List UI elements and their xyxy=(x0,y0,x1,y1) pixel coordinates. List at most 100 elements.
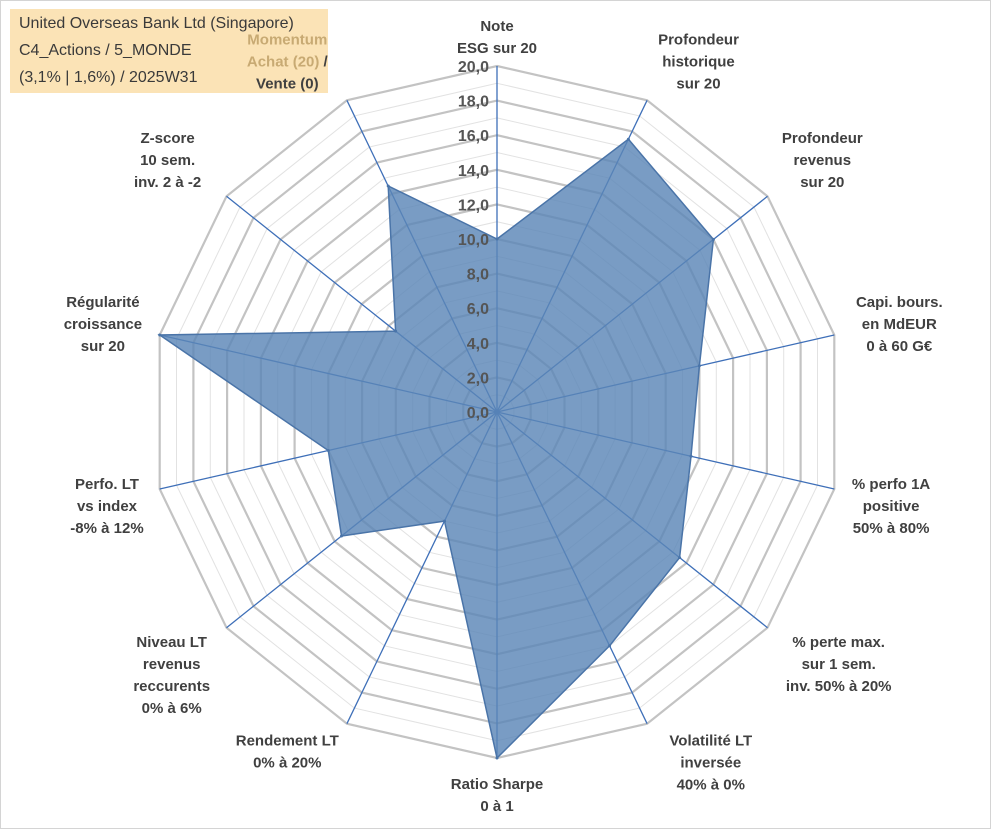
axis-label-line: Momentum xyxy=(247,31,327,48)
axis-label-word: reccurents xyxy=(133,678,210,695)
axis-label-line: inversée xyxy=(680,755,741,772)
axis-label-word: -2 xyxy=(184,174,202,191)
axis-label-word: sur xyxy=(802,656,826,673)
axis-label: Z-score 10 sem. inv. 2 à -2 xyxy=(134,130,201,191)
data-point xyxy=(495,237,499,241)
axis-label-word: (0) xyxy=(296,75,319,92)
r-tick-label: 4,0 xyxy=(467,336,489,353)
axis-label-word: % xyxy=(852,476,865,493)
axis-label-word: 80% xyxy=(895,520,929,537)
axis-label-line: 0 à 60 G€ xyxy=(866,338,933,355)
axis-label-line: en MdEUR xyxy=(862,316,937,333)
axis-label-word: inversée xyxy=(680,755,741,772)
r-tick-label: 10,0 xyxy=(458,232,489,249)
axis-label-word: positive xyxy=(863,498,920,515)
axis-label-word: Z-score xyxy=(141,130,195,147)
axis-label-line: -8% à 12% xyxy=(70,520,143,537)
info-line-category: C4_Actions / 5_MONDE xyxy=(19,42,192,59)
axis-label-line: sur 1 sem. xyxy=(802,656,876,673)
data-point xyxy=(626,137,630,141)
axis-label-word: 50% xyxy=(853,520,883,537)
axis-label-word: sur xyxy=(489,40,517,57)
axis-label-line: 0% à 6% xyxy=(142,700,202,717)
axis-label-word: historique xyxy=(662,53,735,70)
axis-label-word: (20) xyxy=(289,53,320,70)
axis-label-word: Sharpe xyxy=(488,776,543,793)
axis-label-word: Profondeur xyxy=(782,130,863,147)
axis-label-word: 0 xyxy=(866,338,874,355)
axis-label-word: 1A xyxy=(907,476,931,493)
axis-label-word: 60 xyxy=(887,338,908,355)
axis-label-line: Régularité xyxy=(66,294,139,311)
axis-label-word: en xyxy=(862,316,880,333)
axis-label-word: 0% xyxy=(719,777,745,794)
axis-label-word: 1 xyxy=(501,798,514,815)
axis-label-word: 20 xyxy=(516,40,537,57)
axis-label-line: croissance xyxy=(64,316,142,333)
axis-label-word: à xyxy=(883,520,896,537)
axis-label-line: positive xyxy=(863,498,920,515)
data-point xyxy=(697,364,701,368)
axis-label-line: sur 20 xyxy=(676,75,720,92)
data-point xyxy=(711,237,715,241)
axis-label-word: G€ xyxy=(908,338,933,355)
axis-label-word: à xyxy=(845,678,858,695)
axis-label-word: 0 xyxy=(480,798,488,815)
axis-label-word: sem. xyxy=(837,656,875,673)
axis-label-line: revenus xyxy=(794,152,852,169)
axis-label-line: Z-score xyxy=(141,130,195,147)
axis-label-word: LT xyxy=(731,733,752,750)
axis-label-word: index xyxy=(94,498,138,515)
axis-label-word: sur xyxy=(676,75,700,92)
axis-label-line: inv. 50% à 20% xyxy=(786,678,892,695)
axis-label-word: 40% xyxy=(677,777,707,794)
info-box: United Overseas Bank Ltd (Singapore) C4_… xyxy=(10,9,328,93)
data-point xyxy=(158,333,162,337)
axis-label-word: revenus xyxy=(143,656,201,673)
r-tick-label: 6,0 xyxy=(467,301,489,318)
axis-label-word: sur xyxy=(81,338,105,355)
axis-label: Régularité croissance sur 20 xyxy=(64,294,142,355)
axis-label-line: 0 à 1 xyxy=(480,798,513,815)
axis-label: Niveau LT revenus reccurents 0% à 6% xyxy=(133,634,210,717)
axis-label-line: sur 20 xyxy=(800,174,844,191)
axis-label-line: 50% à 80% xyxy=(853,520,930,537)
axis-label: Rendement LT 0% à 20% xyxy=(236,733,339,772)
data-point xyxy=(678,556,682,560)
axis-label-word: LT xyxy=(317,733,338,750)
axis-label-line: Niveau LT xyxy=(136,634,207,651)
axis-label: Momentum Achat (20) / Vente (0) xyxy=(247,31,329,92)
axis-label-word: LT xyxy=(118,476,139,493)
axis-label-word: 1 xyxy=(825,656,838,673)
data-point xyxy=(394,329,398,333)
axis-label-line: Rendement LT xyxy=(236,733,339,750)
r-tick-label: 8,0 xyxy=(467,267,489,284)
axis-label-line: Ratio Sharpe xyxy=(451,776,544,793)
axis-label-line: Perfo. LT xyxy=(75,476,139,493)
axis-label-word: à xyxy=(707,777,720,794)
axis-label-word: 20 xyxy=(700,75,721,92)
axis-label-word: 20 xyxy=(104,338,125,355)
info-line-stats: (3,1% | 1,6%) / 2025W31 xyxy=(19,69,198,86)
axis-label: Perfo. LT vs index -8% à 12% xyxy=(70,476,143,537)
axis-label-word: Rendement xyxy=(236,733,318,750)
r-tick-label: 18,0 xyxy=(458,94,489,111)
r-tick-label: 16,0 xyxy=(458,128,489,145)
series-area-0 xyxy=(157,138,715,760)
r-tick-label: 14,0 xyxy=(458,163,489,180)
axis-label-word: Profondeur xyxy=(658,31,739,48)
axis-label-word: revenus xyxy=(794,152,852,169)
axis-label-word: 10 xyxy=(140,152,157,169)
axis-label-word: Note xyxy=(480,18,513,35)
axis-label-word: vs xyxy=(77,498,94,515)
axis-label-word: croissance xyxy=(64,316,142,333)
axis-label-line: reccurents xyxy=(133,678,210,695)
axis-label-word: inv. xyxy=(786,678,811,695)
axis-label-line: historique xyxy=(662,53,735,70)
axis-label-word: sem. xyxy=(157,152,195,169)
axis-label: Profondeur revenus sur 20 xyxy=(782,130,863,191)
axis-label-word: à xyxy=(97,520,110,537)
axis-label-word: perte xyxy=(806,634,847,651)
axis-label-word: 0% xyxy=(142,700,164,717)
axis-label-word: à xyxy=(875,338,888,355)
